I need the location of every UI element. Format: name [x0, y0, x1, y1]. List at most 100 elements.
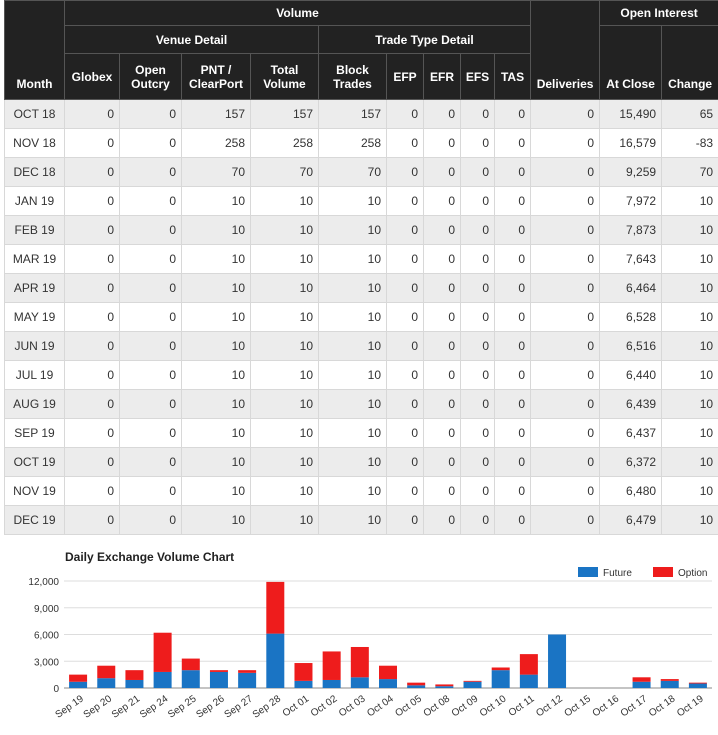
cell-globex: 0 [65, 361, 120, 390]
cell-globex: 0 [65, 158, 120, 187]
bar-option [633, 677, 651, 681]
cell-efp: 0 [387, 245, 424, 274]
cell-deliveries: 0 [531, 129, 600, 158]
cell-change: 10 [662, 303, 718, 332]
cell-efr: 0 [424, 303, 461, 332]
bar-option [154, 633, 172, 672]
x-tick-label: Sep 26 [194, 693, 227, 720]
cell-tas: 0 [495, 477, 531, 506]
bar-future [407, 685, 425, 688]
y-tick-label: 0 [53, 684, 59, 695]
cell-efp: 0 [387, 419, 424, 448]
cell-month: JAN 19 [5, 187, 65, 216]
cell-deliveries: 0 [531, 216, 600, 245]
cell-change: 10 [662, 274, 718, 303]
x-tick-label: Oct 18 [647, 693, 678, 719]
cell-globex: 0 [65, 274, 120, 303]
cell-at-close: 6,440 [600, 361, 662, 390]
cell-efp: 0 [387, 303, 424, 332]
bar-future [97, 678, 115, 688]
cell-efp: 0 [387, 448, 424, 477]
cell-change: 10 [662, 361, 718, 390]
x-tick-label: Oct 02 [309, 693, 340, 719]
cell-change: 10 [662, 419, 718, 448]
bar-future [323, 680, 341, 688]
cell-efp: 0 [387, 477, 424, 506]
at-close-header: At Close [600, 26, 662, 100]
cell-efp: 0 [387, 129, 424, 158]
cell-efs: 0 [461, 390, 495, 419]
cell-block: 10 [319, 245, 387, 274]
pnt-clearport-header: PNT / ClearPort [182, 54, 251, 100]
bar-future [294, 681, 312, 688]
bar-option [689, 683, 707, 684]
cell-efp: 0 [387, 187, 424, 216]
bar-future [661, 681, 679, 688]
cell-efs: 0 [461, 245, 495, 274]
cell-open-outcry: 0 [120, 274, 182, 303]
cell-change: 10 [662, 477, 718, 506]
cell-efr: 0 [424, 274, 461, 303]
cell-change: 70 [662, 158, 718, 187]
cell-deliveries: 0 [531, 448, 600, 477]
cell-total: 10 [251, 477, 319, 506]
cell-block: 10 [319, 390, 387, 419]
cell-block: 70 [319, 158, 387, 187]
cell-tas: 0 [495, 361, 531, 390]
cell-efs: 0 [461, 332, 495, 361]
total-volume-header: Total Volume [251, 54, 319, 100]
cell-at-close: 16,579 [600, 129, 662, 158]
bar-option [210, 670, 228, 672]
bar-option [125, 670, 143, 680]
block-trades-header: Block Trades [319, 54, 387, 100]
efr-header: EFR [424, 54, 461, 100]
cell-total: 10 [251, 390, 319, 419]
bar-option [69, 675, 87, 682]
cell-at-close: 6,516 [600, 332, 662, 361]
cell-month: DEC 19 [5, 506, 65, 535]
cell-efr: 0 [424, 245, 461, 274]
cell-block: 258 [319, 129, 387, 158]
cell-efs: 0 [461, 158, 495, 187]
cell-total: 10 [251, 448, 319, 477]
cell-total: 10 [251, 419, 319, 448]
cell-total: 10 [251, 274, 319, 303]
bar-option [351, 647, 369, 677]
legend-swatch-future [578, 567, 598, 577]
cell-block: 10 [319, 216, 387, 245]
cell-open-outcry: 0 [120, 506, 182, 535]
x-tick-label: Oct 08 [422, 693, 453, 719]
volume-table: Month Volume Deliveries Open Interest Ve… [4, 0, 718, 535]
x-tick-label: Oct 17 [619, 693, 650, 719]
cell-globex: 0 [65, 506, 120, 535]
cell-pnt: 10 [182, 361, 251, 390]
cell-change: 10 [662, 332, 718, 361]
cell-efs: 0 [461, 419, 495, 448]
cell-efp: 0 [387, 332, 424, 361]
cell-change: 65 [662, 100, 718, 129]
bar-option [266, 582, 284, 634]
bar-future [464, 682, 482, 688]
cell-pnt: 70 [182, 158, 251, 187]
cell-efs: 0 [461, 477, 495, 506]
cell-efr: 0 [424, 216, 461, 245]
cell-pnt: 10 [182, 419, 251, 448]
x-tick-label: Oct 05 [393, 693, 424, 719]
cell-at-close: 7,972 [600, 187, 662, 216]
bar-option [294, 663, 312, 681]
cell-efr: 0 [424, 332, 461, 361]
cell-efp: 0 [387, 158, 424, 187]
x-tick-label: Sep 21 [110, 693, 143, 720]
cell-efs: 0 [461, 216, 495, 245]
cell-tas: 0 [495, 448, 531, 477]
cell-tas: 0 [495, 332, 531, 361]
cell-block: 10 [319, 477, 387, 506]
cell-efs: 0 [461, 448, 495, 477]
cell-month: NOV 18 [5, 129, 65, 158]
cell-efr: 0 [424, 100, 461, 129]
efs-header: EFS [461, 54, 495, 100]
